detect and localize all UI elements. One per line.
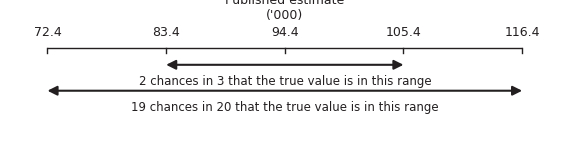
Text: 19 chances in 20 that the true value is in this range: 19 chances in 20 that the true value is … <box>131 101 439 114</box>
Text: 116.4: 116.4 <box>504 26 540 39</box>
Text: ('000): ('000) <box>266 9 304 22</box>
Text: 72.4: 72.4 <box>34 26 61 39</box>
Text: 83.4: 83.4 <box>152 26 180 39</box>
Text: 94.4: 94.4 <box>271 26 298 39</box>
Text: 105.4: 105.4 <box>385 26 421 39</box>
Text: 2 chances in 3 that the true value is in this range: 2 chances in 3 that the true value is in… <box>139 75 431 88</box>
Text: Published estimate: Published estimate <box>225 0 344 7</box>
